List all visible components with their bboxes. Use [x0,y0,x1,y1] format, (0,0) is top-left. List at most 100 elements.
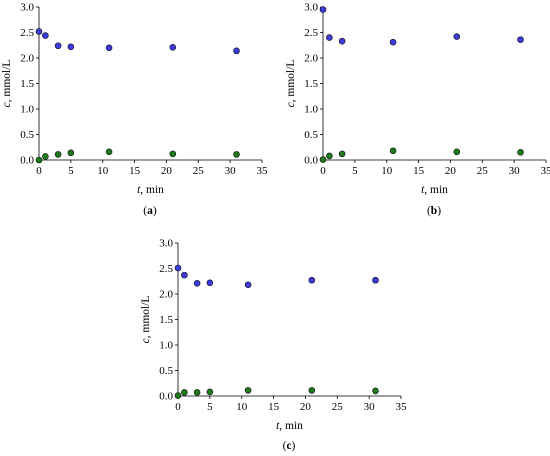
x-tick-label: 0 [175,401,181,413]
x-tick-label: 25 [477,165,489,177]
panel-label-close: ) [292,440,296,452]
y-tick-label: 1.5 [159,314,173,326]
data-point-series-1 [319,6,327,13]
y-axis-title: c, mmol/L [140,296,152,344]
panel-label: (b) [427,205,441,217]
x-tick-label: 25 [332,401,344,413]
panel-label-open: ( [143,205,147,217]
y-tick-label: 0.0 [159,391,173,403]
data-point-series-2 [193,389,201,396]
x-tick-label: 20 [161,165,173,177]
y-tick-label: 0.0 [304,155,318,167]
x-axis-unit: , min [279,420,303,432]
x-tick-label: 25 [193,165,205,177]
x-axis-title: t, min [276,420,303,432]
x-axis-title: t, min [421,184,448,196]
x-tick-label: 30 [225,165,237,177]
data-point-series-2 [319,156,327,163]
y-axis-variable: c [1,102,13,107]
chart-panel-b: 0 5 10 15 20 25 30 35 0.0 0.5 1.0 1.5 2.0 2.5 3.0 t, mi… [285,2,550,218]
x-tick-label: 20 [445,165,457,177]
panel-label-close: ) [437,205,441,217]
data-point-series-2 [169,150,177,158]
data-point-series-1 [389,38,397,46]
data-point-series-2 [42,153,49,160]
y-tick-label: 2.0 [20,53,34,65]
y-axis-unit: , mmol/L [1,60,13,103]
panel-label-letter: b [431,205,437,217]
panel-label: (a) [143,205,157,217]
panel-label-letter: c [286,440,291,452]
data-point-series-1 [67,43,75,51]
y-axis-unit: , mmol/L [285,60,297,103]
data-point-series-2 [174,392,182,399]
data-point-series-2 [105,148,113,156]
data-point-series-1 [244,281,252,289]
data-point-series-2 [517,149,524,156]
x-tick-label: 30 [364,401,376,413]
y-tick-label: 3.0 [159,238,173,250]
x-tick-label: 30 [509,165,521,177]
y-tick-label: 3.0 [304,2,318,14]
y-tick-label: 2.5 [159,263,173,275]
y-tick-label: 1.5 [20,78,34,90]
panel-label-open: ( [283,440,287,452]
x-tick-label: 15 [268,401,280,413]
data-point-series-2 [338,150,346,158]
data-point-series-1 [338,37,346,45]
data-point-series-1 [517,36,524,43]
y-tick-label: 0.0 [20,155,34,167]
y-tick-label: 2.0 [159,289,173,301]
x-axis-variable: t [421,184,425,196]
data-point-series-1 [54,42,62,50]
x-tick-label: 0 [320,165,326,177]
x-tick-label: 35 [541,165,550,177]
data-point-series-1 [174,264,182,272]
data-point-series-1 [181,271,188,279]
x-tick-label: 35 [257,165,269,177]
data-point-series-2 [67,149,75,157]
y-axis-unit: , mmol/L [140,296,152,339]
x-axis-title: t, min [137,184,164,196]
data-point-series-2 [308,387,316,394]
data-point-series-2 [244,387,252,394]
x-axis-unit: , min [424,184,448,196]
data-point-series-1 [193,279,201,287]
y-axis-title: c, mmol/L [1,60,13,108]
y-tick-label: 3.0 [20,2,34,14]
y-axis-variable: c [285,102,297,107]
data-point-series-1 [326,34,333,41]
x-tick-label: 35 [396,401,408,413]
data-point-series-1 [105,44,113,52]
x-tick-label: 15 [413,165,425,177]
data-point-series-2 [389,147,397,155]
panel-label-open: ( [427,205,431,217]
data-point-series-1 [372,276,379,284]
data-point-series-1 [206,279,214,287]
y-tick-label: 2.5 [304,27,318,39]
panel-label: (c) [283,440,296,452]
x-tick-label: 20 [300,401,312,413]
y-tick-label: 1.0 [20,104,34,116]
data-point-series-2 [35,156,43,164]
data-point-series-2 [326,152,333,160]
data-point-series-1 [169,43,177,51]
data-point-series-1 [42,32,49,39]
data-point-series-2 [181,389,188,396]
x-tick-label: 5 [68,165,74,177]
x-axis-variable: t [276,420,280,432]
x-tick-label: 15 [129,165,141,177]
data-point-series-2 [206,388,214,396]
y-tick-label: 1.5 [304,78,318,90]
x-axis-unit: , min [140,184,164,196]
y-axis-title: c, mmol/L [285,60,297,108]
data-point-series-2 [54,151,62,158]
data-point-series-2 [233,151,240,158]
panel-label-close: ) [153,205,157,217]
x-tick-label: 5 [352,165,358,177]
x-tick-label: 10 [97,165,109,177]
chart-panel-a: 0 5 10 15 20 25 30 35 0.0 0.5 1.0 1.5 2.0 2.5 3.0 t, mi… [1,2,268,218]
data-point-series-2 [372,387,379,395]
data-point-series-1 [308,276,316,284]
